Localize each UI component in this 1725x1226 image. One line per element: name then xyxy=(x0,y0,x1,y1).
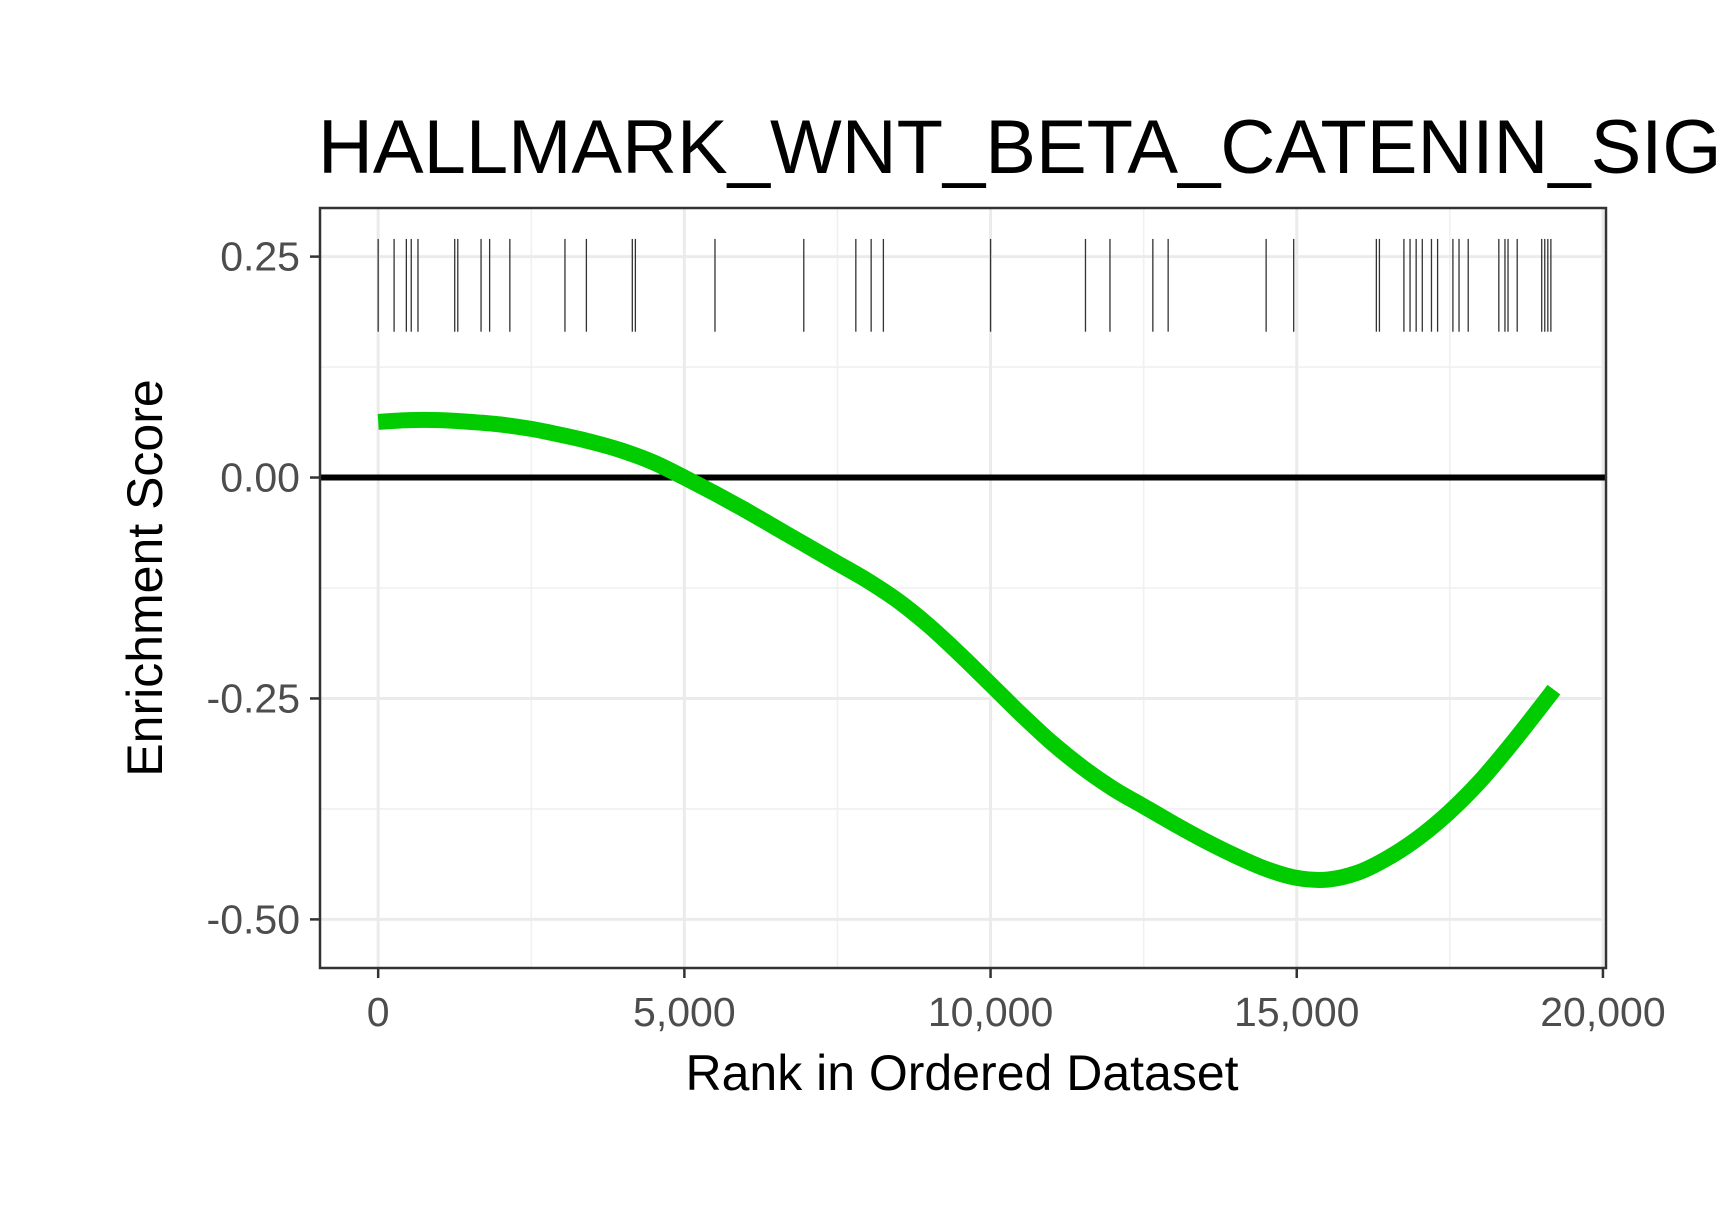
enrichment-score-curve xyxy=(377,411,1561,888)
x-axis-title: Rank in Ordered Dataset xyxy=(685,1045,1238,1101)
x-tick-label: 15,000 xyxy=(1234,989,1359,1035)
plot-panel xyxy=(318,206,1608,970)
chart-title: HALLMARK_WNT_BETA_CATENIN_SIGNALING xyxy=(318,105,1725,190)
panel-border xyxy=(318,206,1608,970)
x-tick-label: 0 xyxy=(367,989,390,1035)
y-tick-label: 0.25 xyxy=(220,234,300,280)
y-tick-label: 0.00 xyxy=(220,455,300,501)
y-tick-label: -0.25 xyxy=(207,675,300,721)
gene-hit-ticks xyxy=(377,238,1552,332)
x-tick-label: 20,000 xyxy=(1540,989,1665,1035)
x-tick-label: 5,000 xyxy=(633,989,736,1035)
x-tick-label: 10,000 xyxy=(928,989,1053,1035)
y-tick-label: -0.50 xyxy=(207,896,300,942)
y-axis-title: Enrichment Score xyxy=(117,379,173,776)
